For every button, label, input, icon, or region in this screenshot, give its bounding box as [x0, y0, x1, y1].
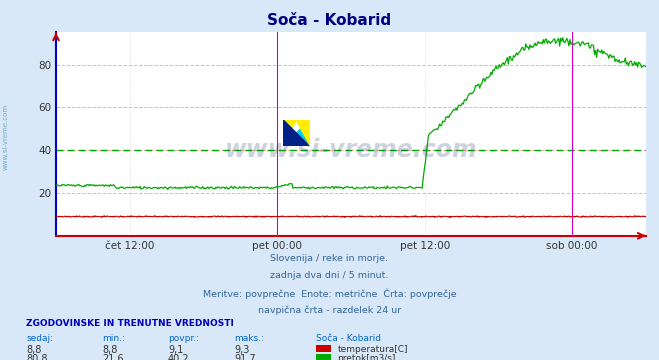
Polygon shape: [283, 120, 310, 146]
Text: 8,8: 8,8: [102, 345, 117, 355]
Text: Meritve: povprečne  Enote: metrične  Črta: povprečje: Meritve: povprečne Enote: metrične Črta:…: [203, 288, 456, 299]
Text: 40,2: 40,2: [168, 354, 190, 360]
Text: 21,6: 21,6: [102, 354, 124, 360]
Text: 9,1: 9,1: [168, 345, 183, 355]
Text: www.si-vreme.com: www.si-vreme.com: [2, 104, 9, 170]
Text: maks.:: maks.:: [234, 334, 264, 343]
Text: povpr.:: povpr.:: [168, 334, 199, 343]
Text: Soča - Kobarid: Soča - Kobarid: [316, 334, 382, 343]
Text: 9,3: 9,3: [234, 345, 249, 355]
Text: 91,7: 91,7: [234, 354, 256, 360]
Text: ZGODOVINSKE IN TRENUTNE VREDNOSTI: ZGODOVINSKE IN TRENUTNE VREDNOSTI: [26, 319, 234, 328]
Text: Soča - Kobarid: Soča - Kobarid: [268, 13, 391, 28]
Text: sedaj:: sedaj:: [26, 334, 53, 343]
Text: zadnja dva dni / 5 minut.: zadnja dva dni / 5 minut.: [270, 271, 389, 280]
Text: temperatura[C]: temperatura[C]: [337, 345, 408, 354]
Polygon shape: [283, 120, 310, 146]
Text: navpična črta - razdelek 24 ur: navpična črta - razdelek 24 ur: [258, 306, 401, 315]
Text: 80,8: 80,8: [26, 354, 48, 360]
Text: www.si-vreme.com: www.si-vreme.com: [225, 138, 477, 162]
Text: min.:: min.:: [102, 334, 125, 343]
Text: Slovenija / reke in morje.: Slovenija / reke in morje.: [270, 254, 389, 263]
Polygon shape: [297, 120, 310, 146]
Text: 8,8: 8,8: [26, 345, 42, 355]
Text: pretok[m3/s]: pretok[m3/s]: [337, 354, 396, 360]
Polygon shape: [283, 120, 297, 146]
